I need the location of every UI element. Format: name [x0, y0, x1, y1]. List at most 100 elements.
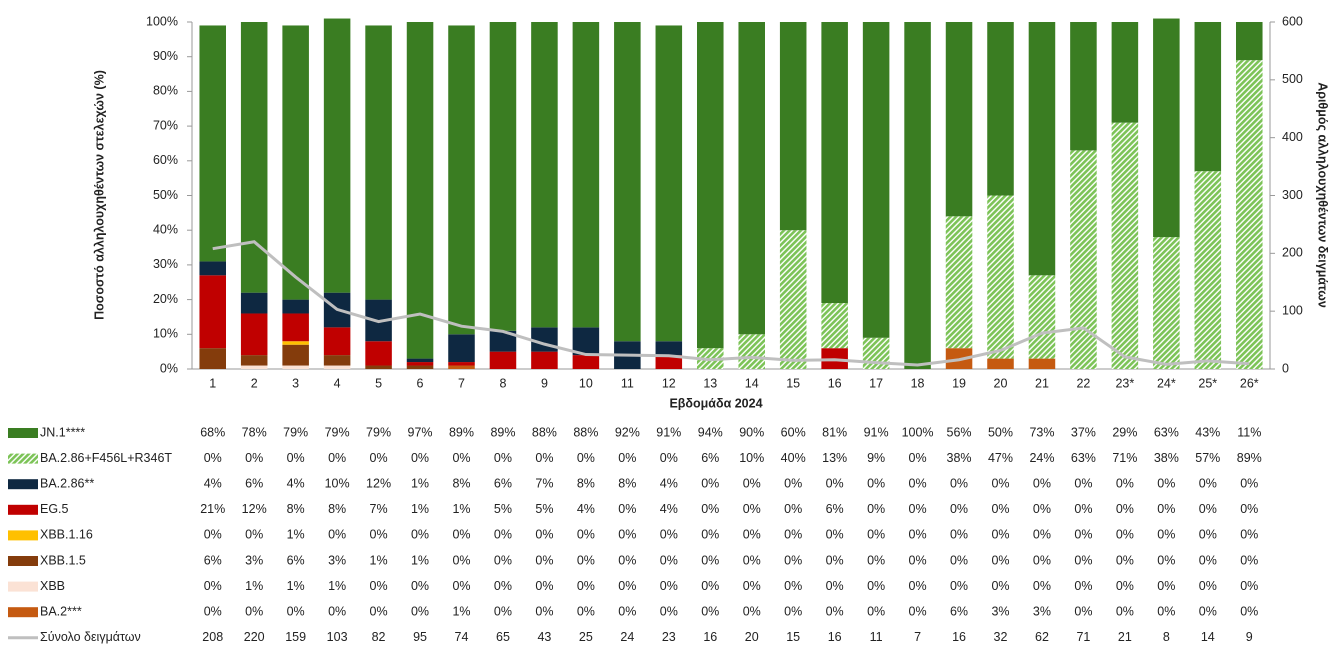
table-cell: 0% [452, 451, 470, 465]
table-cell: 1% [452, 502, 470, 516]
table-cell: 0% [1199, 528, 1217, 542]
legend-label: EG.5 [40, 502, 69, 516]
table-cell: 0% [909, 553, 927, 567]
table-cell: 0% [1199, 476, 1217, 490]
table-cell: 0% [328, 451, 346, 465]
bar-segment [697, 22, 724, 349]
bar-segment [779, 22, 807, 231]
legend-label: BA.2.86** [40, 476, 94, 490]
table-cell: 8% [452, 476, 470, 490]
bar-segment [323, 355, 351, 366]
table-cell: 20 [745, 630, 759, 644]
table-cell: 14 [1201, 630, 1215, 644]
bar-segment [987, 358, 1014, 369]
table-cell: 0% [452, 553, 470, 567]
table-cell: 0% [452, 528, 470, 542]
x-tick-label: 14 [745, 376, 759, 390]
bar-segment [531, 351, 558, 369]
table-cell: 0% [950, 476, 968, 490]
table-cell: 9% [867, 451, 885, 465]
table-cell: 0% [411, 579, 429, 593]
table-cell: 0% [618, 553, 636, 567]
table-cell: 74 [455, 630, 469, 644]
table-cell: 16 [703, 630, 717, 644]
table-cell: 0% [535, 579, 553, 593]
table-cell: 0% [1240, 604, 1258, 618]
x-tick-label: 6 [417, 376, 424, 390]
table-cell: 56% [947, 425, 972, 439]
bar-segment [323, 327, 351, 356]
table-cell: 21 [1118, 630, 1132, 644]
table-cell: 0% [1199, 553, 1217, 567]
x-tick-label: 2 [251, 376, 258, 390]
table-cell: 8% [618, 476, 636, 490]
bar-segment [282, 25, 309, 300]
table-cell: 25 [579, 630, 593, 644]
table-cell: 3% [328, 553, 346, 567]
table-cell: 38% [947, 451, 972, 465]
table-cell: 0% [1074, 528, 1092, 542]
table-cell: 0% [867, 553, 885, 567]
table-cell: 0% [1074, 604, 1092, 618]
bar-segment [448, 362, 475, 366]
legend-swatch [8, 556, 38, 566]
table-cell: 0% [950, 553, 968, 567]
table-cell: 6% [950, 604, 968, 618]
bar-segment [987, 22, 1014, 196]
table-cell: 94% [698, 425, 723, 439]
table-cell: 15 [786, 630, 800, 644]
legend-swatch [8, 479, 38, 490]
y-tick-label: 50% [153, 188, 178, 202]
table-cell: 0% [1199, 579, 1217, 593]
table-cell: 4% [287, 476, 305, 490]
bar-segment [282, 365, 309, 369]
bar-segment [406, 358, 434, 363]
bar-segment [199, 348, 226, 369]
bar-segment [572, 355, 600, 369]
legend-label: XBB [40, 579, 65, 593]
table-cell: 0% [826, 476, 844, 490]
table-cell: 7% [535, 476, 553, 490]
table-cell: 0% [867, 604, 885, 618]
legend-swatch [8, 453, 38, 464]
table-cell: 63% [1154, 425, 1179, 439]
x-tick-label: 5 [375, 376, 382, 390]
table-cell: 0% [660, 604, 678, 618]
table-cell: 4% [660, 476, 678, 490]
table-cell: 0% [867, 502, 885, 516]
table-cell: 0% [991, 528, 1009, 542]
legend-label: BA.2.86+F456L+R346T [40, 451, 172, 465]
table-cell: 0% [743, 579, 761, 593]
bar-segment [1111, 122, 1139, 369]
table-cell: 0% [743, 528, 761, 542]
table-cell: 0% [1033, 502, 1051, 516]
table-cell: 24% [1029, 451, 1054, 465]
table-cell: 0% [494, 528, 512, 542]
y2-tick-label: 400 [1282, 130, 1303, 144]
table-cell: 0% [1157, 579, 1175, 593]
x-tick-label: 7 [458, 376, 465, 390]
table-cell: 89% [490, 425, 515, 439]
x-tick-label: 3 [292, 376, 299, 390]
table-cell: 0% [1157, 528, 1175, 542]
table-cell: 0% [535, 451, 553, 465]
table-cell: 0% [245, 451, 263, 465]
bar-segment [862, 22, 890, 338]
table-cell: 88% [573, 425, 598, 439]
table-cell: 0% [991, 476, 1009, 490]
table-cell: 0% [411, 528, 429, 542]
x-tick-label: 25* [1198, 376, 1217, 390]
bar-segment [406, 362, 434, 366]
table-cell: 0% [618, 604, 636, 618]
table-cell: 0% [245, 528, 263, 542]
bar-segment [1028, 22, 1056, 276]
table-cell: 0% [909, 604, 927, 618]
table-cell: 3% [1033, 604, 1051, 618]
table-cell: 0% [743, 476, 761, 490]
x-tick-label: 9 [541, 376, 548, 390]
table-cell: 0% [701, 604, 719, 618]
table-cell: 0% [618, 528, 636, 542]
table-cell: 79% [325, 425, 350, 439]
table-cell: 0% [784, 528, 802, 542]
table-cell: 1% [328, 579, 346, 593]
